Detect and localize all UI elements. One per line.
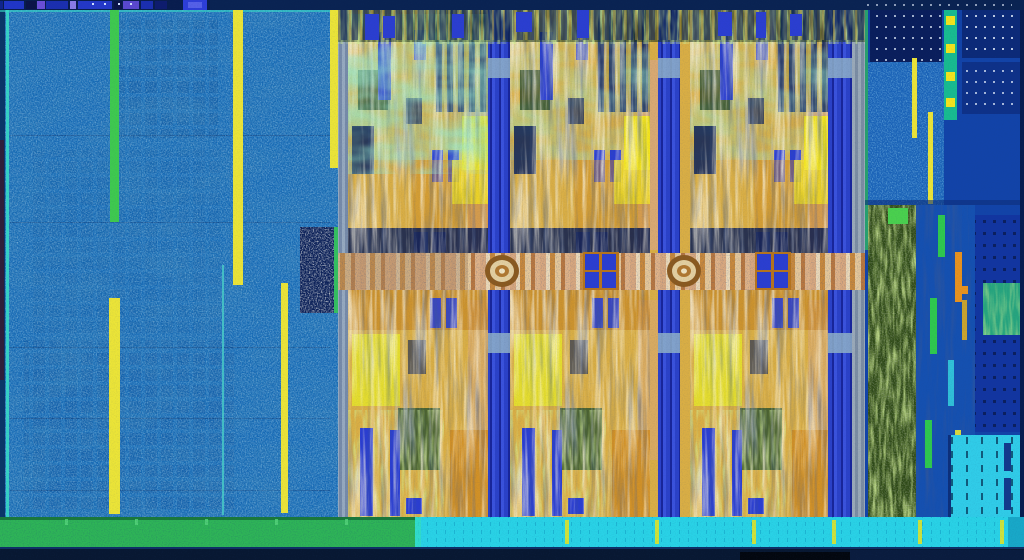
global-grain-overlay	[0, 0, 1024, 560]
die-photo	[0, 0, 1024, 560]
die-photo-canvas	[0, 0, 1024, 560]
